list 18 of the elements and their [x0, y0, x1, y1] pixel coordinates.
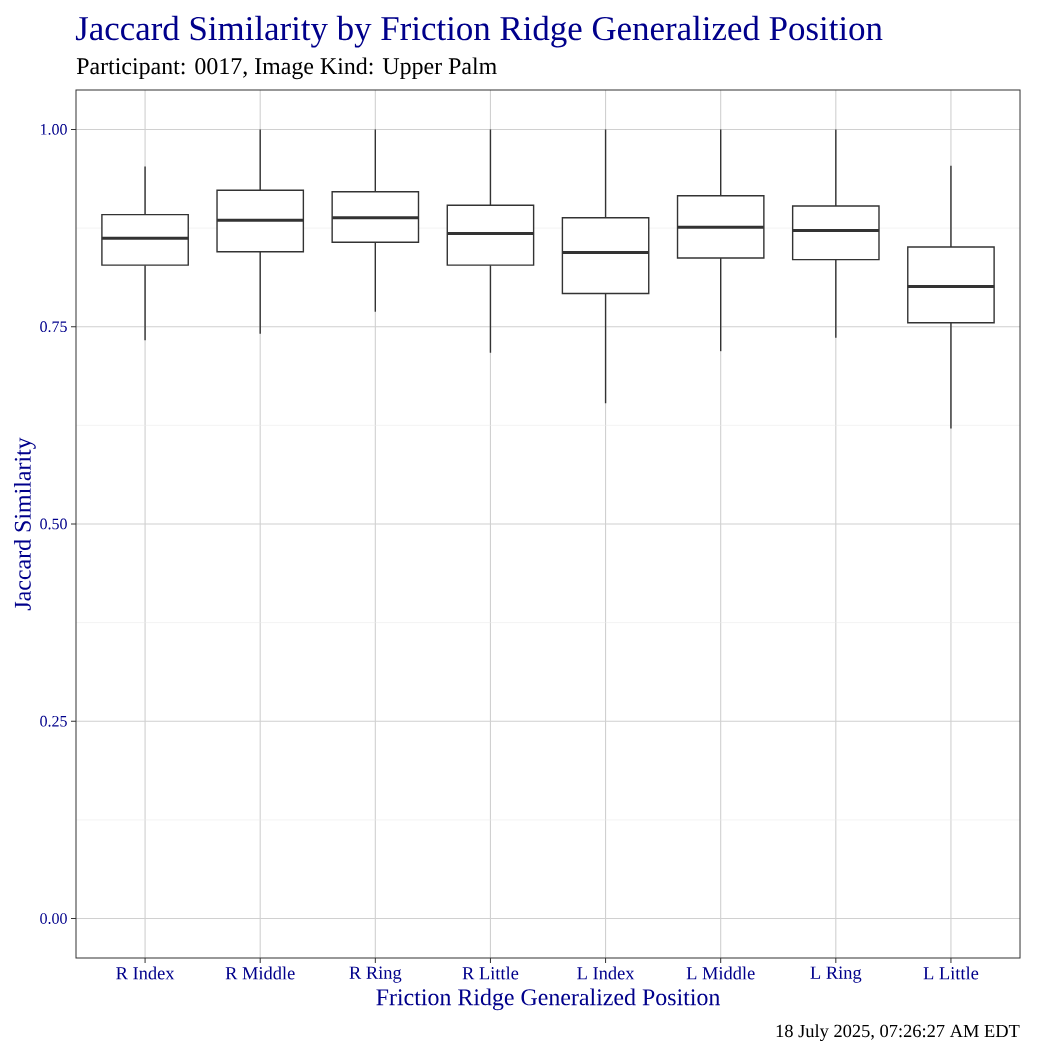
x-axis-title: Friction Ridge Generalized Position: [376, 988, 721, 1011]
chart-title: Jaccard Similarity by Friction Ridge Generalized Position: [75, 15, 883, 48]
y-tick-label: 0.75: [40, 321, 67, 333]
x-tick-label: L Little: [923, 966, 979, 980]
x-tick-label: R Middle: [225, 966, 295, 980]
text: 18 July 2025, 07:26:27 AM EDT: [776, 1024, 1020, 1041]
chart-subtitle: Participant: 0017, Image Kind: Upper Palm: [76, 57, 497, 80]
y-tick-label: 1.00: [40, 124, 67, 135]
x-tick-label: L Ring: [810, 966, 862, 983]
y-tick-label: 0.50: [40, 518, 67, 530]
x-tick-label: R Little: [462, 966, 519, 980]
y-tick-label: 0.00: [40, 913, 67, 924]
x-tick-label: R Index: [116, 966, 175, 980]
x-tick-label: R Ring: [349, 966, 402, 983]
x-tick-label: L Index: [577, 966, 635, 980]
y-tick-label: 0.25: [40, 715, 67, 727]
y-axis-title: Jaccard Similarity: [13, 437, 36, 611]
x-tick-label: L Middle: [686, 966, 755, 980]
